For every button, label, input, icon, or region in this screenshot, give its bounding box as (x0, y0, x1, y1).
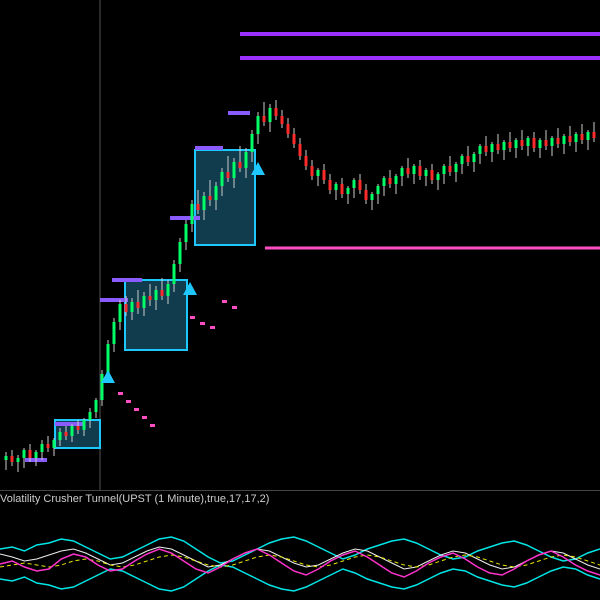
indicator-panel[interactable] (0, 490, 600, 600)
indicator-svg (0, 491, 600, 600)
price-chart-svg (0, 0, 600, 490)
chart-container: Volatility Crusher Tunnel(UPST (1 Minute… (0, 0, 600, 600)
main-price-panel[interactable] (0, 0, 600, 490)
indicator-label: Volatility Crusher Tunnel(UPST (1 Minute… (0, 492, 269, 506)
